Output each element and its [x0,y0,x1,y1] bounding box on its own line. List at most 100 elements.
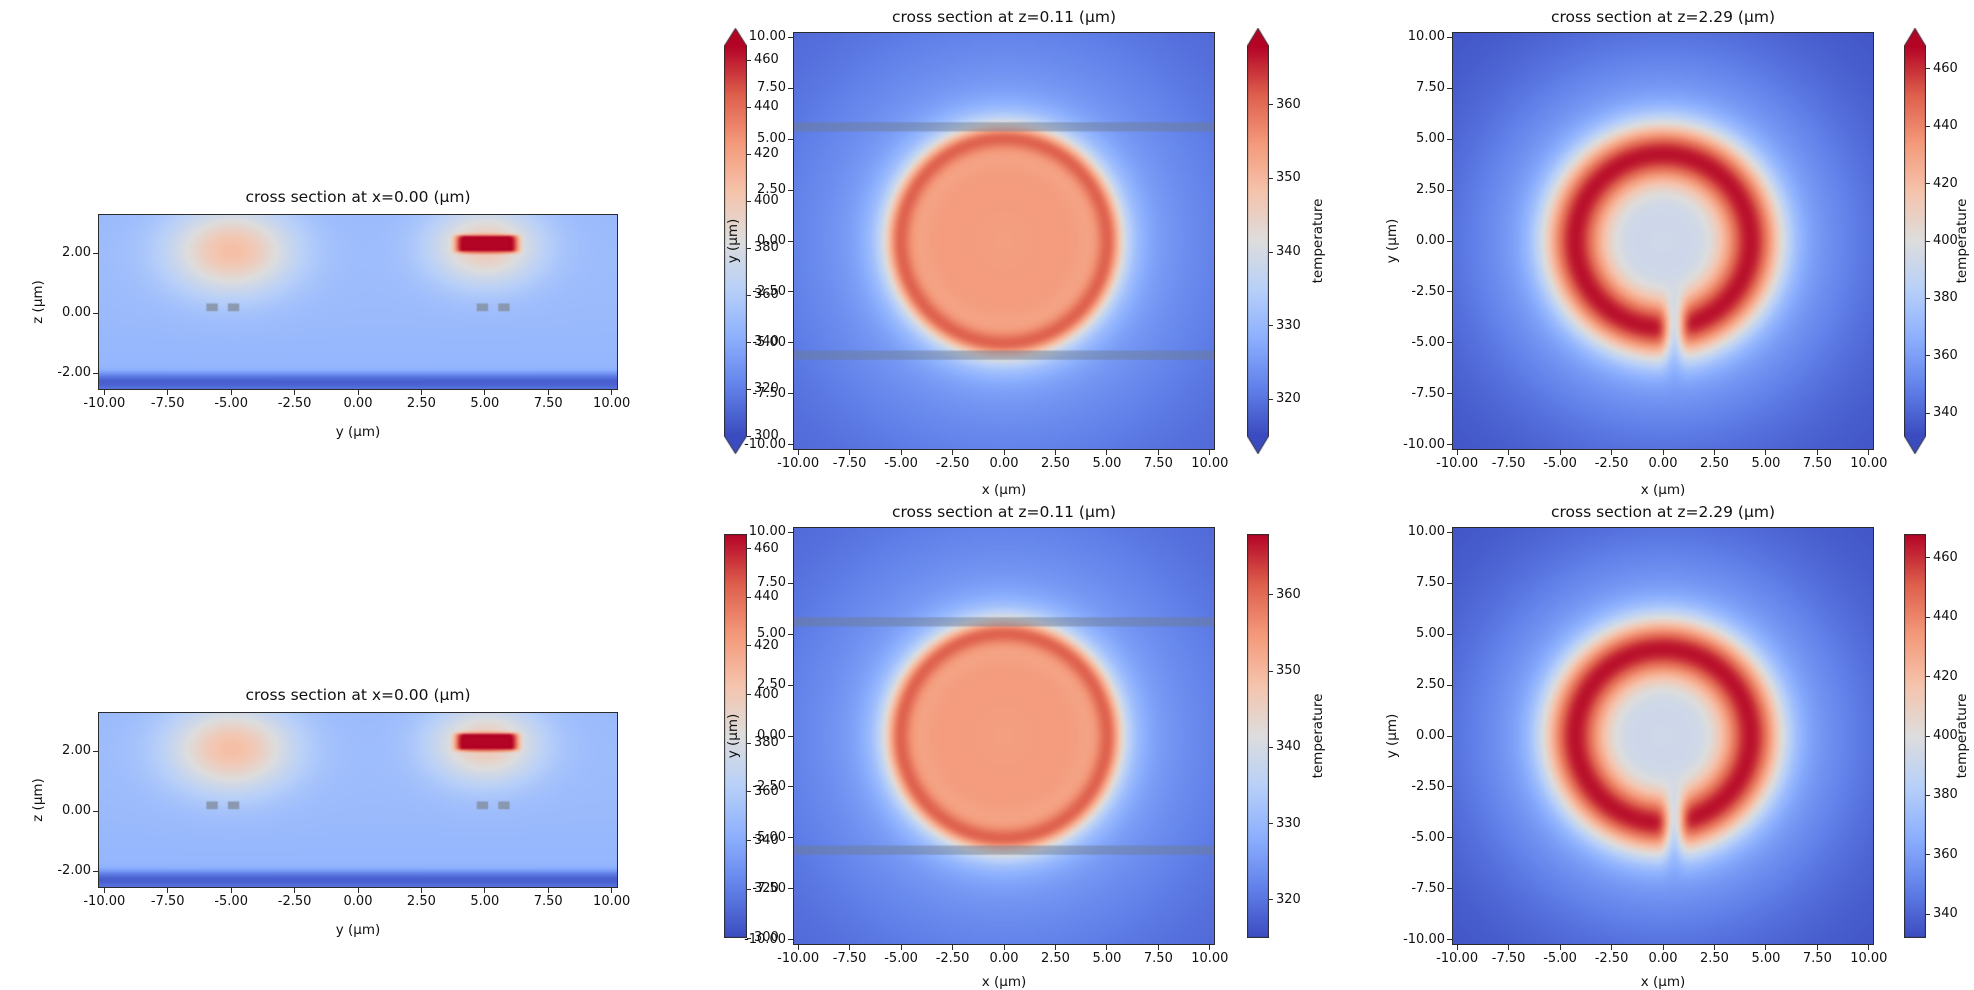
y-tick-mark [788,786,793,788]
x-tick-label: 0.00 [343,396,373,411]
y-tick-label: 5.00 [1416,626,1445,642]
colorbar-tick-label: 340 [1933,405,1958,421]
x-tick-mark [484,888,486,893]
x-tick-label: -5.00 [214,894,248,909]
x-tick-mark [952,450,954,455]
y-tick-mark [93,372,98,374]
y-tick-label: 5.00 [1416,131,1445,147]
y-tick-mark [788,393,793,395]
y-tick-mark [788,87,793,89]
colorbar-tick-label: 340 [1933,906,1958,922]
y-tick-label: -5.00 [1411,334,1445,350]
colorbar-tick-mark [1926,183,1930,185]
x-tick-mark [611,888,613,893]
x-tick-mark [1054,450,1056,455]
x-tick-mark [420,390,422,395]
x-tick-label: 10.00 [1850,951,1888,966]
y-tick-label: -7.50 [1411,880,1445,896]
x-tick-mark [547,390,549,395]
y-tick-mark [788,189,793,191]
x-tick-mark [294,888,296,893]
colorbar-tick-label: 400 [1933,233,1958,248]
y-tick-label: -2.00 [57,863,91,879]
y-tick-mark [93,750,98,752]
colorbar-tick-label: 460 [1933,60,1958,76]
heatmap-plot [98,214,618,390]
y-tick-label: -2.50 [1411,778,1445,794]
colorbar-tick-mark [1269,670,1273,672]
y-axis-label: y (μm) [1384,218,1400,264]
colorbar [724,534,747,938]
x-tick-label: -10.00 [83,396,126,411]
y-tick-mark [1447,240,1452,242]
x-tick-label: 5.00 [470,894,500,909]
colorbar-tick-mark [1926,616,1930,618]
y-axis-label: y (μm) [725,218,741,264]
x-tick-label: -2.50 [935,456,970,471]
colorbar-tick-label: 300 [754,930,779,945]
panel-title: cross section at z=0.11 (μm) [892,503,1116,521]
x-tick-label: -2.50 [277,396,312,411]
y-tick-label: 0.00 [62,305,91,321]
x-tick-label: -10.00 [1436,951,1479,966]
colorbar-tick-label: 420 [754,637,779,653]
x-tick-mark [1816,450,1818,455]
colorbar-label: temperature [1954,693,1970,779]
y-tick-label: 0.00 [1416,728,1445,743]
x-tick-mark [1209,450,1211,455]
colorbar-tick-label: 420 [1933,668,1958,684]
y-tick-label: -2.50 [752,778,786,794]
heatmap-plot [793,527,1215,945]
y-tick-mark [788,735,793,737]
y-tick-label: 5.00 [757,626,786,642]
x-tick-label: 0.00 [989,456,1019,471]
x-tick-label: 10.00 [1191,951,1229,966]
colorbar-tick-mark [747,791,751,793]
colorbar-label: temperature [1310,198,1326,284]
x-tick-label: 10.00 [593,396,631,411]
x-tick-mark [1456,945,1458,950]
x-tick-mark [1209,945,1211,950]
x-tick-label: -5.00 [1543,456,1577,471]
x-tick-mark [1662,945,1664,950]
colorbar-tick-mark [1269,251,1273,253]
y-tick-label: 10.00 [1407,524,1445,540]
x-tick-label: -2.50 [1594,951,1629,966]
colorbar-tick-mark [1926,355,1930,357]
x-tick-label: -7.50 [1491,456,1526,471]
colorbar-tick-label: 460 [754,52,779,68]
heatmap-plot [1452,527,1874,945]
colorbar-tick-label: 360 [1933,846,1958,862]
colorbar-tick-label: 320 [1276,391,1301,407]
y-tick-mark [1447,531,1452,533]
y-tick-mark [1447,444,1452,446]
colorbar-tick-mark [1926,125,1930,127]
colorbar-tick-mark [747,435,751,437]
colorbar-tick-mark [1269,823,1273,825]
colorbar-tick-mark [1926,913,1930,915]
y-tick-label: -7.50 [752,880,786,896]
colorbar-tick-mark [1926,412,1930,414]
colorbar [1904,28,1926,454]
colorbar-tick-label: 460 [1933,549,1958,565]
colorbar-tick-mark [747,694,751,696]
x-tick-label: -2.50 [277,894,312,909]
x-tick-label: 0.00 [1648,951,1678,966]
y-tick-mark [1447,189,1452,191]
x-tick-mark [849,945,851,950]
x-tick-label: 0.00 [343,894,373,909]
x-tick-label: -7.50 [832,951,867,966]
y-tick-mark [1447,786,1452,788]
x-tick-label: -7.50 [150,894,185,909]
colorbar-tick-mark [1926,735,1930,737]
colorbar-tick-label: 380 [754,735,779,751]
colorbar-tick-label: 360 [1276,96,1301,112]
x-tick-mark [849,450,851,455]
colorbar-tick-label: 360 [754,783,779,799]
colorbar-tick-label: 400 [754,686,779,702]
x-tick-label: 7.50 [533,894,563,909]
colorbar-tick-mark [1269,899,1273,901]
colorbar-tick-mark [1926,240,1930,242]
y-tick-label: 7.50 [757,80,786,96]
